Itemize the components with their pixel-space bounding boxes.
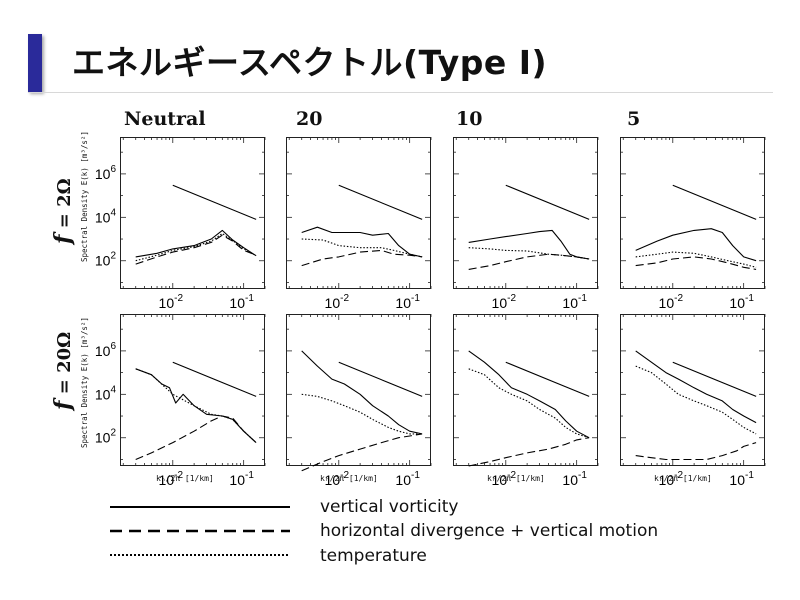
plot-frame	[453, 137, 598, 289]
series-dashed	[301, 249, 423, 267]
plot-frame	[120, 314, 265, 466]
spectrum-plot-r2-c3: 10-2 10-1	[453, 314, 599, 488]
legend-label-vorticity: vertical vorticity	[320, 497, 459, 517]
x-tick-label: 10-1	[229, 470, 254, 488]
series-dashed	[135, 415, 257, 461]
series-solid	[135, 229, 257, 258]
y-tick-label: 104	[95, 207, 117, 225]
plot-frame	[620, 314, 765, 466]
column-label-10: 10	[456, 108, 483, 130]
column-label-5: 5	[627, 108, 641, 130]
series-solid	[468, 229, 590, 260]
reference-slope-line	[338, 361, 423, 397]
x-tick-label: 10-2	[325, 293, 350, 311]
slide-title: エネルギースペクトル(Type I)	[72, 43, 548, 82]
reference-slope-line	[672, 361, 757, 397]
spectrum-plot-r2-c1: 106 104 102 10-2 10-1	[95, 314, 266, 488]
series-solid	[635, 228, 757, 262]
series-dotted	[135, 232, 257, 262]
series-solid	[135, 368, 257, 444]
y-axis-label-row2: Spectral Density E(k) [m³/s²]	[80, 317, 89, 448]
y-tick-label: 102	[95, 428, 117, 446]
spectrum-plot-r2-c2: 10-2 10-1	[286, 314, 432, 488]
plot-frame	[120, 137, 265, 289]
series-solid	[301, 350, 423, 435]
plot-frame	[286, 137, 431, 289]
y-tick-label: 106	[95, 164, 117, 182]
title-divider	[28, 92, 773, 93]
x-axis-label-col2: kₕ/2π [1/km]	[320, 474, 378, 483]
x-axis-label-col3: kₕ/2π [1/km]	[487, 474, 545, 483]
x-tick-label: 10-1	[562, 293, 587, 311]
spectrum-plot-r1-c4: 10-2 10-1	[620, 137, 766, 311]
reference-slope-line	[672, 184, 757, 220]
y-tick-label: 102	[95, 251, 117, 269]
x-tick-label: 10-1	[395, 470, 420, 488]
x-axis-label-col4: kₕ/2π [1/km]	[654, 474, 712, 483]
series-dashed	[635, 442, 757, 461]
spectrum-plot-r1-c1: 106 104 102 10-2 10-1	[95, 137, 266, 311]
series-dotted	[468, 368, 590, 439]
row-label-2omega: f = 2Ω	[50, 178, 76, 244]
spectrum-plot-r2-c4: 10-2 10-1	[620, 314, 766, 488]
x-tick-label: 10-1	[395, 293, 420, 311]
x-tick-label: 10-2	[659, 293, 684, 311]
series-solid	[301, 226, 423, 258]
series-dashed	[301, 433, 423, 472]
reference-slope-line	[172, 361, 257, 397]
reference-slope-line	[505, 184, 590, 220]
series-dotted	[468, 247, 590, 260]
y-tick-label: 106	[95, 341, 117, 359]
x-tick-label: 10-2	[659, 470, 684, 488]
series-dotted	[301, 393, 423, 435]
series-dashed	[468, 253, 590, 270]
series-dotted	[635, 251, 757, 268]
reference-slope-line	[505, 361, 590, 397]
row-label-20omega: f = 20Ω	[50, 331, 76, 410]
series-solid	[635, 350, 757, 424]
legend-label-temperature: temperature	[320, 546, 427, 566]
x-tick-label: 10-1	[562, 470, 587, 488]
x-tick-label: 10-2	[159, 293, 184, 311]
legend-label-divergence: horizontal divergence + vertical motion	[320, 521, 659, 541]
x-tick-label: 10-1	[729, 470, 754, 488]
legend-swatches	[110, 506, 290, 556]
column-label-20: 20	[296, 108, 323, 130]
series-dashed	[135, 234, 257, 265]
series-dashed	[635, 256, 757, 270]
x-axis-label-col1: kₕ/2π [1/km]	[156, 474, 214, 483]
x-tick-label: 10-2	[492, 293, 517, 311]
spectrum-plot-r1-c2: 10-2 10-1	[286, 137, 432, 311]
plot-frame	[453, 314, 598, 466]
x-tick-label: 10-1	[229, 293, 254, 311]
series-dotted	[135, 368, 257, 444]
x-tick-label: 10-2	[492, 470, 517, 488]
plot-frame	[286, 314, 431, 466]
y-axis-label-row1: Spectral Density E(k) [m³/s²]	[80, 131, 89, 262]
title-accent-bar	[28, 34, 42, 92]
x-tick-label: 10-1	[729, 293, 754, 311]
y-tick-label: 104	[95, 384, 117, 402]
x-tick-label: 10-2	[159, 470, 184, 488]
series-solid	[468, 350, 590, 439]
x-tick-label: 10-2	[325, 470, 350, 488]
series-dotted	[301, 238, 423, 258]
plot-frame	[620, 137, 765, 289]
reference-slope-line	[338, 184, 423, 220]
reference-slope-line	[172, 184, 257, 220]
series-dashed	[468, 437, 590, 467]
spectrum-plot-r1-c3: 10-2 10-1	[453, 137, 599, 311]
column-label-neutral: Neutral	[124, 108, 206, 130]
